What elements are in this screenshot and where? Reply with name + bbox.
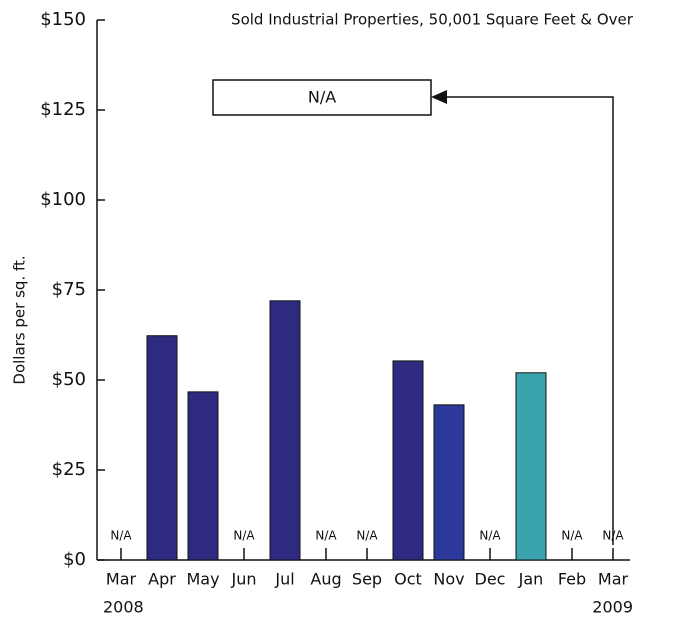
x-tick-label: Sep (352, 570, 382, 589)
year-label: 2009 (592, 598, 633, 617)
x-tick-label: Nov (433, 570, 464, 589)
x-tick-label: Oct (394, 570, 422, 589)
y-tick-label: $25 (52, 459, 86, 480)
year-label: 2008 (103, 598, 144, 617)
x-tick-label: Feb (558, 570, 586, 589)
bar (146, 335, 178, 561)
x-tick-label: Aug (310, 570, 341, 589)
value-label: N/A (110, 529, 132, 543)
arrow-head (431, 90, 447, 104)
bar (269, 300, 301, 561)
y-tick-label: $150 (40, 9, 86, 30)
y-tick-label: $0 (63, 549, 86, 570)
y-tick-label: $50 (52, 369, 86, 390)
x-tick-label: Jul (274, 570, 294, 589)
bar (433, 404, 465, 561)
y-tick-label: $75 (52, 279, 86, 300)
annotation-arrow (445, 96, 614, 545)
value-label: N/A (315, 529, 337, 543)
x-tick-label: Mar (106, 570, 137, 589)
x-tick-label: May (186, 570, 219, 589)
bar (392, 360, 424, 561)
value-label: N/A (602, 529, 624, 543)
value-label: N/A (233, 529, 255, 543)
x-tick-label: Apr (148, 570, 176, 589)
x-tick-label: Jan (518, 570, 544, 589)
x-tick-label: Jun (231, 570, 257, 589)
x-tick-label: Dec (475, 570, 506, 589)
value-label: N/A (561, 529, 583, 543)
annotation-box (212, 79, 432, 116)
y-tick-label: $125 (40, 99, 86, 120)
chart-title: Sold Industrial Properties, 50,001 Squar… (231, 11, 634, 29)
annotation: N/A (308, 88, 336, 107)
bar (515, 372, 547, 561)
y-tick-label: $100 (40, 189, 86, 210)
x-tick-label: Mar (598, 570, 629, 589)
value-label: N/A (479, 529, 501, 543)
bar (187, 391, 219, 561)
y-axis-label: Dollars per sq. ft. (11, 255, 29, 384)
value-label: N/A (356, 529, 378, 543)
